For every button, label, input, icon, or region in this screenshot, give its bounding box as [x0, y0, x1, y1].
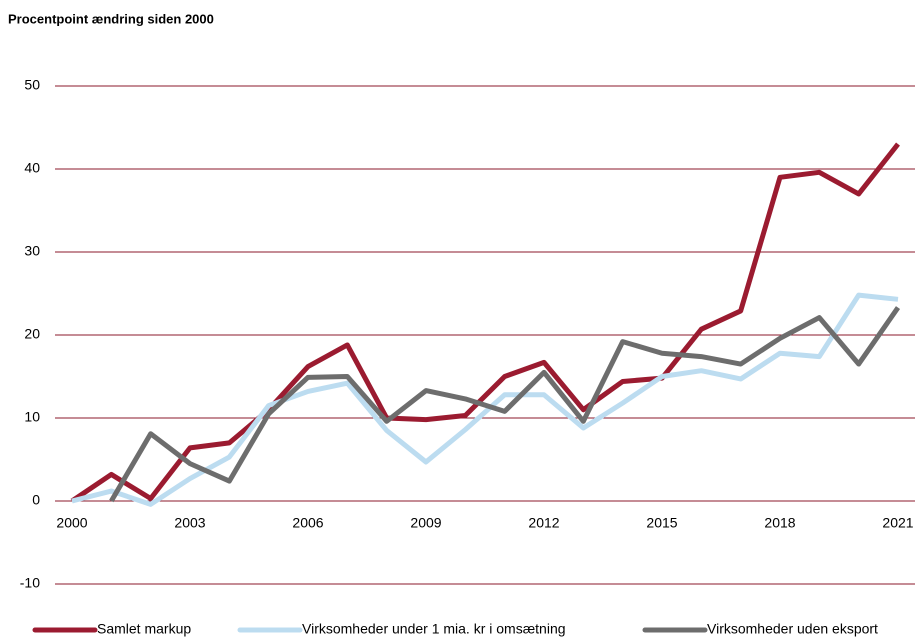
y-tick-label: 40 — [24, 160, 40, 176]
y-tick-label: -10 — [20, 575, 40, 591]
x-tick-label: 2012 — [528, 515, 559, 531]
x-tick-label: 2018 — [764, 515, 795, 531]
chart-title: Procentpoint ændring siden 2000 — [8, 11, 214, 26]
y-tick-label: 10 — [24, 409, 40, 425]
y-tick-label: 0 — [32, 492, 40, 508]
legend-label: Virksomheder uden eksport — [707, 621, 878, 637]
x-tick-label: 2009 — [410, 515, 441, 531]
x-tick-label: 2000 — [56, 515, 87, 531]
x-tick-label: 2006 — [292, 515, 323, 531]
series-line — [71, 292, 899, 507]
x-tick-label: 2015 — [646, 515, 677, 531]
legend-label: Virksomheder under 1 mia. kr i omsætning — [302, 621, 566, 637]
y-tick-label: 50 — [24, 77, 40, 93]
series-line — [109, 306, 901, 503]
y-tick-label: 30 — [24, 243, 40, 259]
series-line — [70, 142, 900, 504]
y-tick-label: 20 — [24, 326, 40, 342]
x-tick-label: 2003 — [174, 515, 205, 531]
x-tick-label: 2021 — [882, 515, 913, 531]
legend-label: Samlet markup — [97, 621, 191, 637]
